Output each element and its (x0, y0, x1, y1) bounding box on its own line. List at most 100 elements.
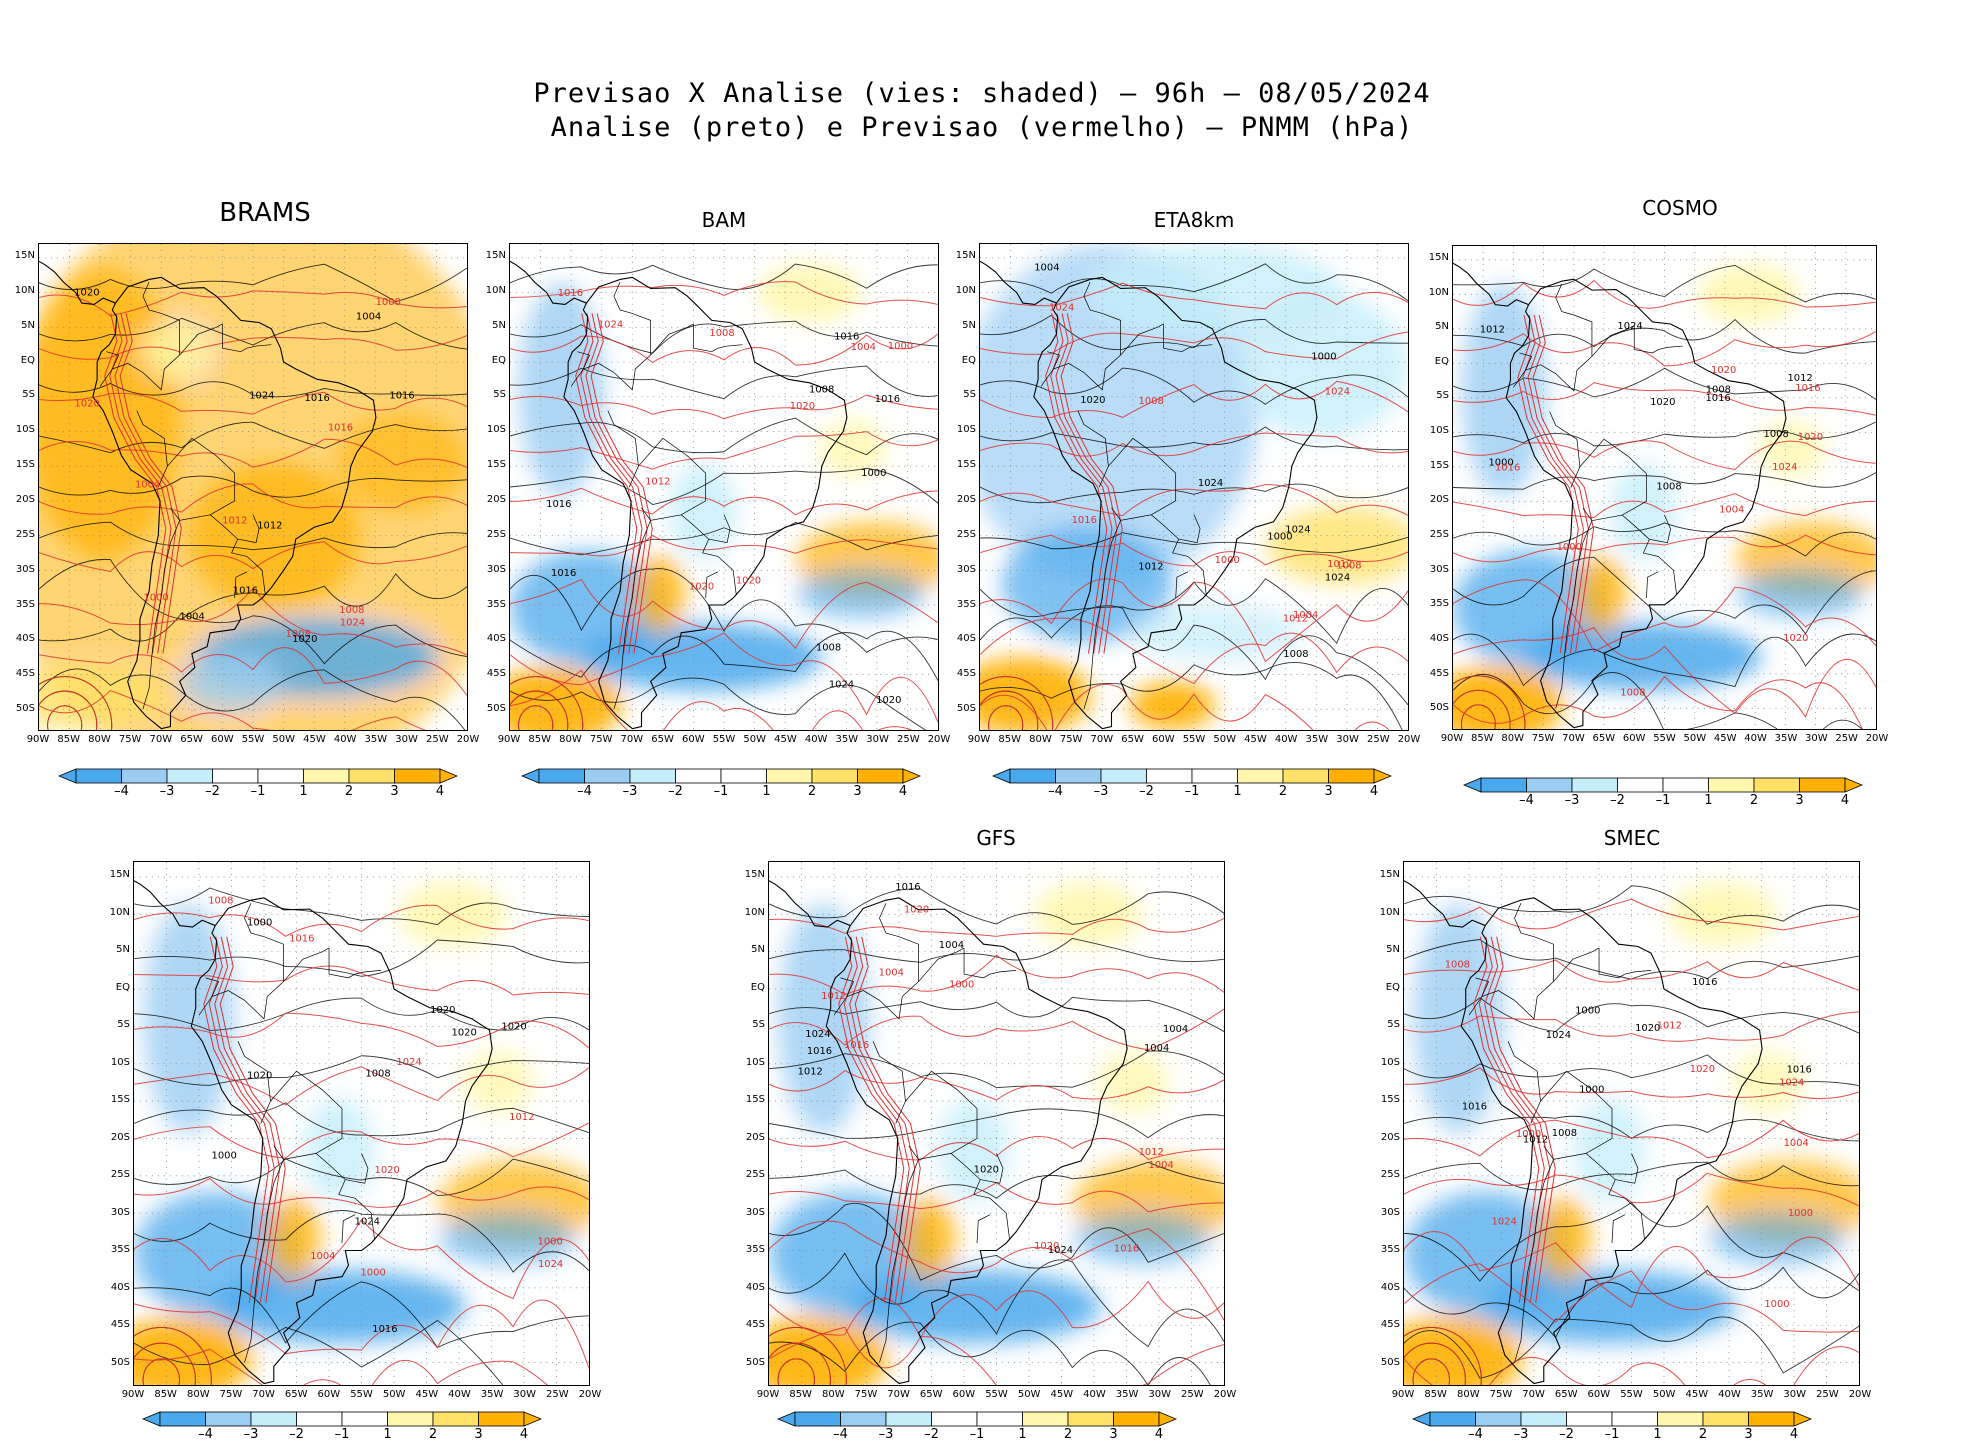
colorbar-swatch (341, 1411, 388, 1427)
country-border (1163, 323, 1213, 353)
forecast-isobar (1453, 331, 1876, 367)
longitude-tick-label: 30W (1148, 1389, 1172, 1400)
colorbar-swatch (811, 768, 858, 784)
isobar-labels: 1016100010041008102410121004102010121016… (74, 288, 414, 645)
isobar-label: 1020 (452, 1028, 477, 1039)
longitude-tick-label: 90W (121, 1389, 145, 1400)
isobar-label: 1024 (829, 680, 854, 691)
forecast-isobar (769, 1326, 1224, 1385)
analysis-isobar (769, 1161, 1224, 1199)
isobar-label: 1012 (1138, 562, 1163, 573)
andes-contour (114, 313, 177, 654)
isobar-label: 1024 (355, 1216, 380, 1227)
coastlines (980, 260, 1318, 730)
analysis-isobar (134, 1319, 504, 1385)
latitude-tick-label: 5S (117, 1019, 130, 1030)
bias-patch (1096, 1050, 1170, 1114)
colorbar-swatch (931, 1411, 978, 1427)
longitude-tick-label: 30W (1336, 734, 1359, 745)
forecast-isobar (134, 1348, 549, 1385)
andes-contour (590, 313, 653, 654)
country-border (1475, 977, 1490, 997)
analysis-isobar (980, 367, 1408, 405)
isobar-label: 1024 (1492, 1216, 1517, 1227)
isobar-label: 1012 (509, 1112, 534, 1123)
longitude-tick-label: 65W (1121, 734, 1144, 745)
longitude-tick-label: 45W (774, 734, 797, 745)
forecast-isobar (769, 918, 1224, 937)
longitude-tick-label: 55W (350, 1389, 373, 1400)
forecast-isobar (134, 1299, 589, 1369)
colorbar-label: –1 (1655, 793, 1671, 808)
country-border (341, 1214, 356, 1244)
analysis-isobar (980, 662, 1403, 730)
latitude-tick-label: 40S (15, 633, 35, 645)
colorbar-swatch (840, 1411, 887, 1427)
isobar-label: 1016 (389, 390, 414, 401)
country-border (99, 323, 223, 391)
map-plot: 1020 1012 1004 1012 1024 1016 1004 1000 1016 1004… (769, 862, 1224, 1385)
latitude-tick-label: 35S (15, 598, 35, 610)
longitude-tick-label: 55W (712, 734, 736, 745)
colorbar-label: 4 (435, 784, 445, 799)
forecast-isobar (769, 1280, 1224, 1339)
analysis-isobar (39, 317, 467, 350)
colorbar-swatch (885, 1411, 932, 1427)
forecast-closed-isobar (1412, 1358, 1450, 1385)
longitude-tick-label: 90W (1440, 733, 1464, 744)
colorbar-max-triangle (1373, 768, 1392, 784)
isobar-label: 1008 (339, 605, 364, 616)
colorbar-swatch (857, 768, 904, 784)
country-border (613, 282, 651, 356)
longitude-tick-label: 35W (364, 734, 388, 745)
country-border (231, 538, 266, 595)
colorbar-min-triangle (777, 1411, 796, 1427)
country-border (950, 1153, 1004, 1184)
isobar-label: 1008 (1706, 385, 1731, 396)
isobar-label: 1020 (1783, 633, 1808, 644)
isobar-label: 1016 (1462, 1101, 1487, 1112)
longitude-tick-label: 60W (210, 734, 234, 745)
andes-contour (1060, 313, 1123, 654)
colorbar-label: –4 (198, 1427, 213, 1442)
longitude-tick-label: 70W (252, 1389, 275, 1400)
country-border (702, 538, 737, 595)
country-border (1555, 283, 1593, 357)
colorbar-swatches (58, 768, 458, 784)
country-border (198, 947, 330, 1020)
forecast-isobar (510, 632, 938, 723)
coastline (134, 880, 216, 928)
andes-contour (1484, 936, 1551, 1303)
colorbar-swatch (1702, 1411, 1749, 1427)
colorbar-label: 3 (1795, 793, 1804, 808)
latitude-tick-label: 40S (745, 1281, 765, 1293)
longitude-tick-label: 55W (985, 1389, 1008, 1400)
isobar-label: 1020 (790, 401, 815, 412)
longitude-tick-label: 55W (1182, 734, 1206, 745)
latitude-tick-label: 15S (1429, 459, 1449, 471)
analysis-isobar (1404, 1316, 1859, 1379)
latitude-tick-label: 35S (745, 1244, 765, 1255)
colorbar-min-triangle (521, 768, 540, 784)
isobar-label: 1020 (1711, 365, 1736, 376)
bias-patch (1461, 284, 1547, 498)
latitude-tick-label: 5N (1386, 944, 1400, 955)
analysis-isobar (39, 263, 467, 303)
forecast-isobar (769, 954, 1224, 996)
isobar-label: 1016 (844, 1040, 869, 1051)
isobar-label: 1004 (1148, 1160, 1173, 1171)
latitude-tick-label: 35S (110, 1244, 130, 1255)
coastline (769, 880, 851, 928)
longitude-tick-label: 60W (1587, 1389, 1611, 1400)
colorbar-label: –4 (114, 784, 129, 799)
forecast-isobar (39, 483, 467, 515)
isobar-label: 1020 (247, 1071, 272, 1082)
latitude-tick-label: EQ (491, 354, 506, 366)
colorbar-label: 4 (519, 1427, 529, 1442)
forecast-isobar (510, 669, 913, 730)
andes-contour (1489, 936, 1556, 1303)
isobar-label: 1008 (1656, 481, 1681, 492)
isobar-label: 1004 (310, 1251, 335, 1262)
coastline (92, 276, 377, 730)
country-border (1077, 410, 1109, 488)
